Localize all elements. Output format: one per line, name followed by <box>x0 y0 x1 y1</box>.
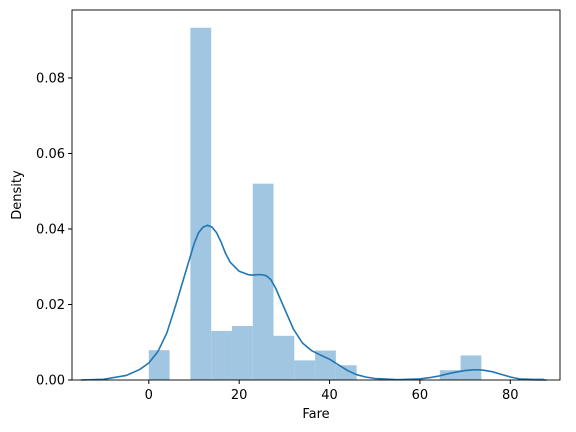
x-tick-label: 40 <box>321 388 338 403</box>
y-axis-label: Density <box>10 170 25 220</box>
y-tick-label: 0.00 <box>36 374 65 389</box>
x-axis-ticks: 0 20 40 60 80 <box>145 380 519 403</box>
histogram-bar-7 <box>294 360 316 380</box>
histogram-bar-8 <box>315 350 336 380</box>
y-tick-label: 0.02 <box>36 298 65 313</box>
histogram-bar-5 <box>252 183 274 380</box>
x-tick-label: 0 <box>145 388 153 403</box>
histogram-bar-2 <box>190 27 212 380</box>
histogram-bars <box>148 27 544 380</box>
histogram-bar-9 <box>335 365 357 380</box>
x-axis-label: Fare <box>302 407 329 422</box>
histogram-bar-15 <box>460 355 482 380</box>
x-tick-label: 20 <box>231 388 248 403</box>
x-tick-label: 80 <box>502 388 519 403</box>
y-tick-label: 0.06 <box>36 147 65 162</box>
histogram-bar-14 <box>439 370 461 380</box>
y-tick-label: 0.08 <box>36 71 65 86</box>
x-tick-label: 60 <box>412 388 429 403</box>
histogram-bar-3 <box>211 330 232 380</box>
y-axis-ticks: 0.00 0.02 0.04 0.06 0.08 <box>36 71 72 389</box>
histogram-bar-4 <box>231 326 253 380</box>
plot-frame <box>71 9 561 381</box>
histogram-bar-0 <box>148 350 170 380</box>
y-tick-label: 0.04 <box>36 222 65 237</box>
kde-curve <box>81 224 547 381</box>
histogram-bar-6 <box>273 335 295 380</box>
